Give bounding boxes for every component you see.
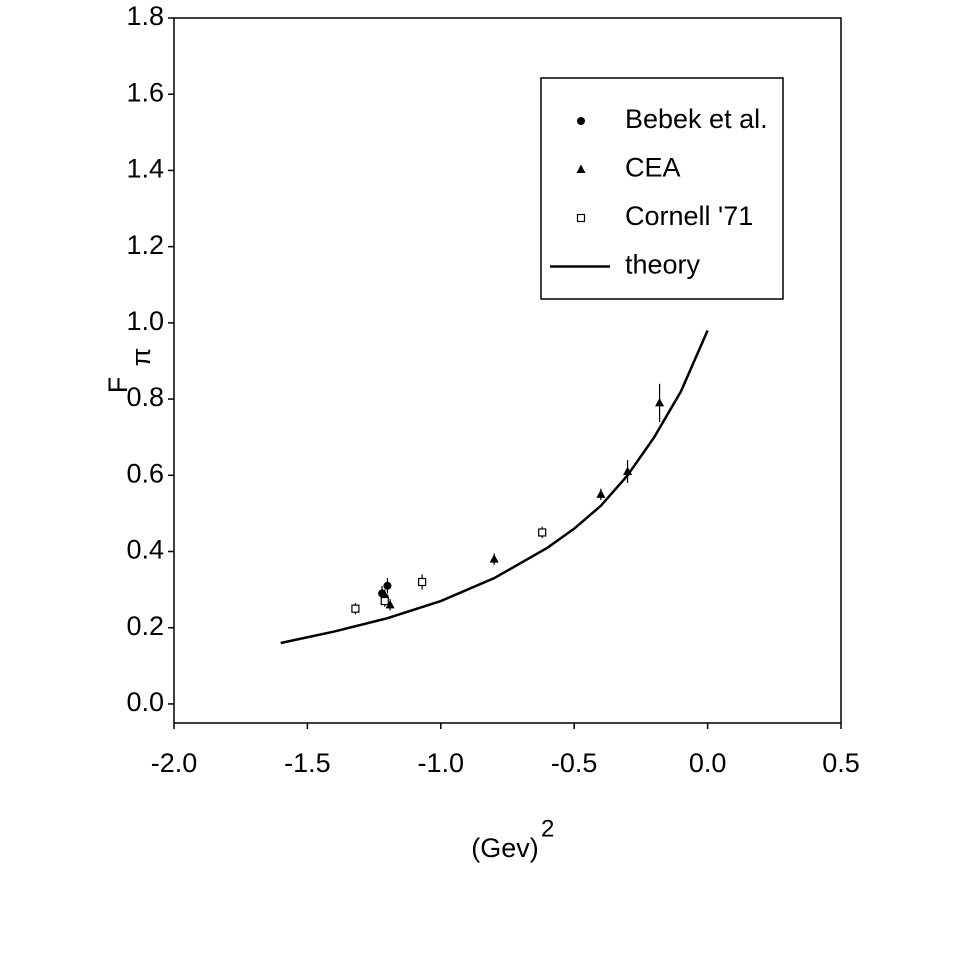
y-tick-label: 0.2 — [126, 611, 164, 641]
data-point — [655, 397, 665, 407]
plot-frame — [173, 17, 842, 724]
legend-box — [540, 77, 784, 300]
x-tick-label: -1.5 — [284, 748, 331, 778]
x-axis-label-superscript: 2 — [541, 815, 554, 842]
legend-marker — [576, 213, 586, 223]
y-tick-label: 0.0 — [126, 687, 164, 717]
x-tick-label: -1.0 — [418, 748, 465, 778]
y-tick-label: 1.0 — [126, 306, 164, 336]
legend-label: CEA — [625, 153, 681, 183]
y-tick-label: 1.4 — [126, 154, 164, 184]
legend-label: Bebek et al. — [625, 104, 768, 134]
data-point — [489, 554, 499, 563]
data-point — [385, 599, 395, 609]
theory-line — [280, 329, 709, 645]
y-tick-label: 1.2 — [126, 230, 164, 260]
data-point — [351, 604, 360, 613]
y-tick-label: 0.8 — [126, 382, 164, 412]
data-point — [538, 528, 547, 537]
legend-marker — [577, 117, 585, 125]
data-point — [380, 596, 389, 606]
x-axis-label: (Gev) — [471, 833, 539, 863]
x-tick-label: -0.5 — [551, 748, 598, 778]
y-tick-label: 1.6 — [126, 77, 164, 107]
y-axis-label-subscript: π — [126, 348, 156, 367]
y-tick-label: 1.8 — [126, 1, 164, 31]
x-tick-label: 0.0 — [689, 748, 727, 778]
x-tick-label: -2.0 — [151, 748, 198, 778]
y-tick-label: 0.6 — [126, 458, 164, 488]
legend-marker — [576, 164, 586, 173]
y-axis-label: F — [103, 377, 133, 394]
y-tick-label: 0.4 — [126, 535, 164, 565]
data-point — [418, 577, 427, 587]
legend-label: Cornell '71 — [625, 201, 753, 231]
x-tick-label: 0.5 — [822, 748, 860, 778]
data-point — [596, 489, 606, 498]
data-point — [383, 581, 392, 590]
legend-label: theory — [625, 250, 701, 280]
